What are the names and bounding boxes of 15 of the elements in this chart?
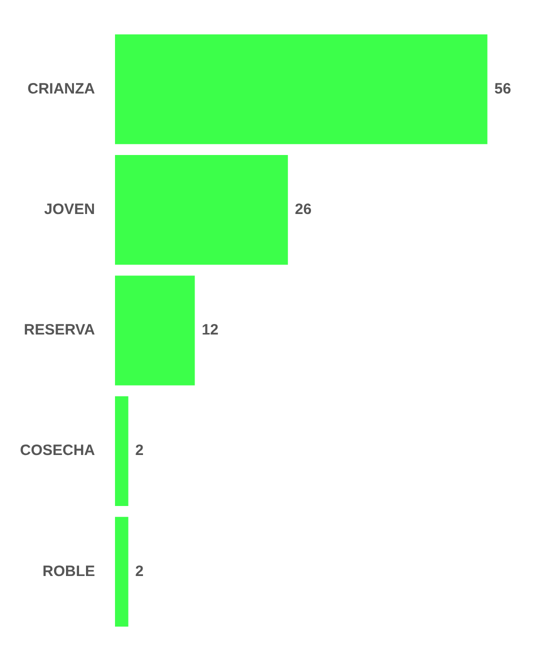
data-label: 12 [202,322,218,339]
data-label: 56 [494,80,512,98]
y-tick-label: COSECHA [20,442,96,460]
bar [115,155,288,265]
y-tick-label: CRIANZA [28,80,96,98]
y-tick-label: JOVEN [44,201,96,218]
bar [115,276,195,386]
data-label: 2 [135,562,144,580]
bar [115,516,128,627]
bar [115,34,488,144]
y-tick-label: ROBLE [42,562,96,580]
data-label: 26 [294,201,312,218]
y-tick-label: RESERVA [24,322,96,339]
bar [115,396,128,506]
data-label: 2 [135,442,144,460]
